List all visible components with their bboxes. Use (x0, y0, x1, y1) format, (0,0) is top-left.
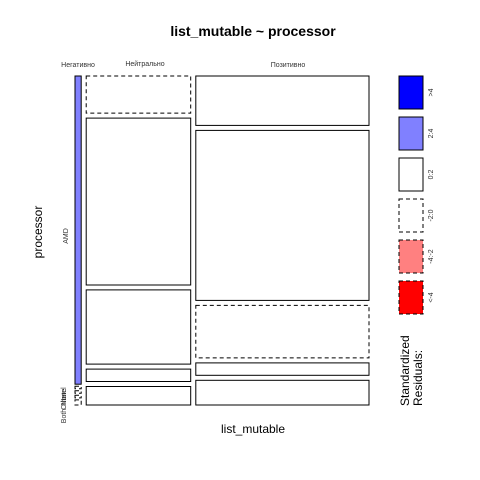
chart-title: list_mutable ~ processor (170, 23, 336, 39)
legend-title-line2: Residuals: (411, 350, 425, 406)
mosaic-cell-1-0 (85, 75, 192, 114)
legend-label-3: -2:0 (428, 209, 435, 221)
mosaic-cell-0-3 (74, 394, 82, 399)
row-label-intel: Intel (61, 387, 68, 401)
row-label-both: Both (61, 409, 68, 424)
row-label-amd: AMD (63, 228, 70, 244)
legend-swatch-4 (398, 239, 424, 274)
row-label-other: Other (61, 392, 68, 410)
mosaic-cell-2-1 (195, 129, 370, 301)
mosaic-cell-1-3 (85, 368, 192, 383)
legend-label-2: 0:2 (428, 170, 435, 180)
mosaic-cell-0-2 (74, 390, 82, 394)
legend-swatch-3 (398, 198, 424, 233)
legend-swatch-5 (398, 280, 424, 315)
legend-label-0: >4 (428, 88, 435, 96)
legend-label-5: <-4 (428, 292, 435, 302)
mosaic-cell-2-3 (195, 362, 370, 376)
column-label-positive: Позитивно (271, 62, 306, 69)
legend-label-1: 2:4 (428, 129, 435, 139)
legend-swatch-1 (398, 116, 424, 151)
legend-swatch-2 (398, 157, 424, 192)
mosaic-cell-1-1 (85, 117, 192, 286)
column-label-negative: Негативно (61, 62, 95, 69)
mosaic-cell-1-2 (85, 289, 192, 365)
mosaic-cell-0-0 (74, 75, 82, 385)
column-label-neutral: Нейтрально (125, 60, 164, 68)
mosaic-cell-0-1 (74, 385, 82, 390)
x-axis-title: list_mutable (221, 422, 285, 436)
legend-swatch-0 (398, 75, 424, 110)
mosaic-cells (74, 75, 370, 406)
column-labels: Негативно Нейтрально Позитивно (61, 60, 305, 69)
mosaic-cell-0-4 (74, 399, 82, 406)
legend-label-4: -4:-2 (428, 249, 435, 264)
row-labels: AMD Intel None Other Both (61, 228, 70, 423)
mosaic-cell-2-0 (195, 75, 370, 126)
y-axis-title: processor (31, 206, 45, 259)
legend: >4 2:4 0:2 -2:0 -4:-2 <-4 (398, 75, 435, 315)
legend-title-line1: Standardized (398, 335, 412, 406)
mosaic-cell-2-4 (195, 379, 370, 406)
mosaic-cell-2-2 (195, 304, 370, 359)
row-label-none: None (61, 389, 68, 406)
mosaic-cell-1-4 (85, 386, 192, 406)
